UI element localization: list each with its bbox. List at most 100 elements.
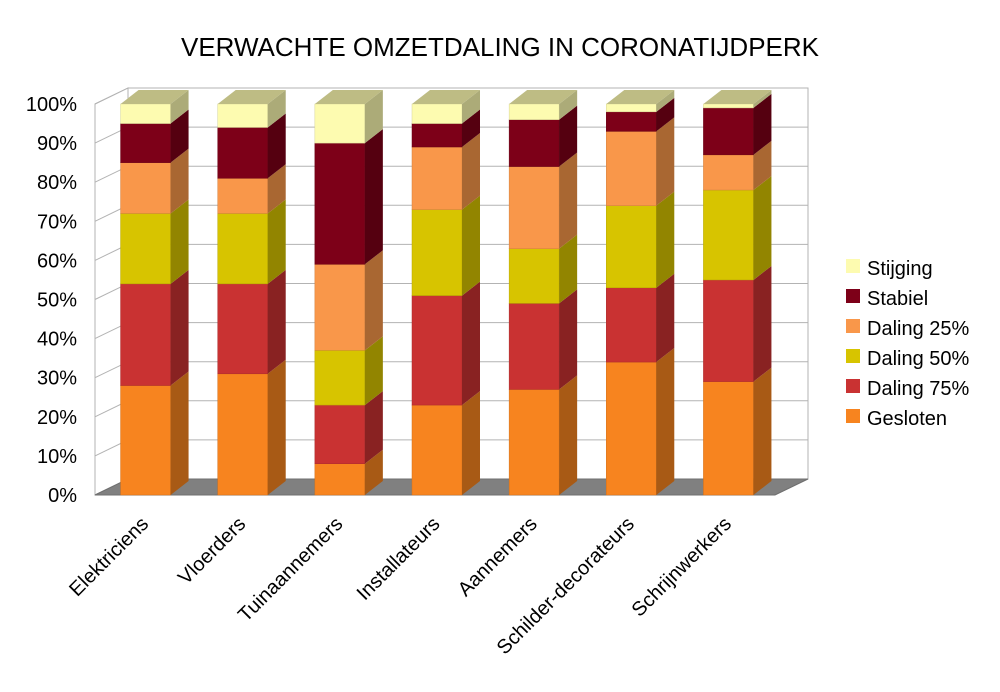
- legend-swatch: [846, 289, 860, 303]
- legend-swatch: [846, 259, 860, 273]
- bar-top: [412, 90, 480, 104]
- legend-label: Daling 75%: [867, 378, 970, 400]
- bar-segment: [120, 283, 171, 386]
- bar-segment-side: [656, 97, 675, 132]
- bar-segment-side: [364, 336, 383, 406]
- bar-segment-side: [267, 269, 286, 374]
- bar-segment-side: [559, 105, 578, 167]
- bar-stack: [411, 90, 480, 496]
- x-tick-label: Tuinaannemers: [234, 513, 347, 626]
- bar-stack: [606, 90, 675, 496]
- bar-segment-side: [364, 90, 383, 144]
- bar-segment: [703, 103, 754, 109]
- legend-label: Daling 50%: [867, 348, 970, 370]
- bar-segment-side: [170, 148, 189, 214]
- y-tick-label: 50%: [37, 290, 77, 312]
- bar-segment-side: [753, 265, 772, 382]
- bar-segment: [120, 385, 171, 496]
- bar-segment: [217, 283, 268, 375]
- bar-segment: [606, 103, 657, 113]
- bar-stack: [508, 90, 578, 496]
- bar-segment: [217, 373, 268, 496]
- bar-segment: [606, 287, 657, 363]
- bar-segment: [411, 295, 463, 406]
- bar-segment: [120, 103, 171, 124]
- bar-segment-side: [267, 90, 286, 128]
- y-tick-label: 20%: [37, 407, 77, 429]
- legend: Stijging Stabiel Daling 25% Daling 50% Dalin…: [846, 258, 970, 430]
- bar-segment-side: [559, 152, 578, 249]
- bar-segment-side: [267, 199, 286, 284]
- bar-top: [703, 90, 772, 104]
- bar-segment-side: [267, 359, 286, 495]
- bar-stack: [314, 90, 383, 496]
- bar-segment-side: [364, 449, 383, 495]
- bar-segment-side: [170, 199, 189, 284]
- x-tick-label: Installateurs: [353, 513, 445, 605]
- bar-segment: [508, 166, 560, 249]
- bar-segment-side: [170, 109, 189, 163]
- y-axis-ticks: 0% 10% 20% 30% 40% 50% 60% 70% 80% 90% 100%: [26, 94, 77, 507]
- bar-segment: [314, 463, 366, 496]
- bar-segment-side: [462, 391, 480, 495]
- bar-segment: [411, 123, 463, 148]
- bar-segment-side: [753, 367, 772, 495]
- bar-segment: [606, 361, 657, 496]
- y-tick-label: 90%: [37, 133, 77, 155]
- y-tick-label: 10%: [37, 446, 77, 468]
- bar-segment: [606, 131, 657, 206]
- bar-segment: [508, 103, 560, 120]
- bar-segment: [314, 103, 366, 144]
- bar-segment-side: [656, 90, 675, 112]
- y-tick-label: 30%: [37, 368, 77, 390]
- bar-top: [606, 90, 675, 104]
- bar-stack: [217, 90, 286, 496]
- bar-segment-side: [753, 140, 772, 191]
- bars: [120, 90, 772, 496]
- bar-segment: [508, 303, 560, 390]
- bar-stack: [703, 90, 772, 496]
- legend-swatch: [846, 349, 860, 363]
- bar-segment: [606, 111, 657, 132]
- bar-segment-side: [364, 129, 383, 265]
- bar-segment: [703, 154, 754, 191]
- x-tick-label: Vloerders: [174, 513, 250, 589]
- bar-segment: [120, 213, 171, 285]
- bar-segment-side: [170, 269, 189, 386]
- bar-segment-side: [462, 195, 480, 296]
- bar-segment-side: [559, 90, 578, 120]
- bar-segment: [703, 189, 754, 281]
- bar-segment: [508, 389, 560, 496]
- bar-top: [509, 90, 578, 104]
- bar-segment-side: [753, 93, 772, 155]
- bar-segment-side: [656, 273, 675, 363]
- bar-segment-side: [559, 375, 578, 495]
- bar-segment-side: [170, 371, 189, 495]
- legend-swatch: [846, 379, 860, 393]
- bar-segment: [411, 146, 463, 210]
- bar-segment-side: [462, 133, 480, 210]
- bar-segment-side: [364, 250, 383, 351]
- bar-segment: [314, 142, 366, 265]
- bar-segment: [703, 381, 754, 496]
- x-tick-label: Elektriciens: [65, 513, 153, 601]
- legend-label: Stijging: [867, 258, 933, 280]
- bar-segment: [411, 404, 463, 496]
- bar-segment: [411, 103, 463, 124]
- bar-segment-side: [170, 90, 189, 124]
- x-tick-label: Schrijnwerkers: [628, 513, 736, 621]
- bar-segment: [314, 404, 366, 464]
- bar-segment: [508, 248, 560, 304]
- y-tick-label: 80%: [37, 172, 77, 194]
- bar-segment: [703, 279, 754, 382]
- y-tick-label: 0%: [48, 485, 77, 507]
- bar-segment-side: [462, 281, 480, 406]
- bar-segment-side: [267, 164, 286, 214]
- bar-segment: [217, 103, 268, 128]
- bar-segment-side: [656, 117, 675, 206]
- y-tick-label: 100%: [26, 94, 77, 116]
- bar-segment-side: [364, 391, 383, 464]
- x-tick-label: Aannemers: [454, 513, 542, 601]
- bar-top: [120, 90, 189, 104]
